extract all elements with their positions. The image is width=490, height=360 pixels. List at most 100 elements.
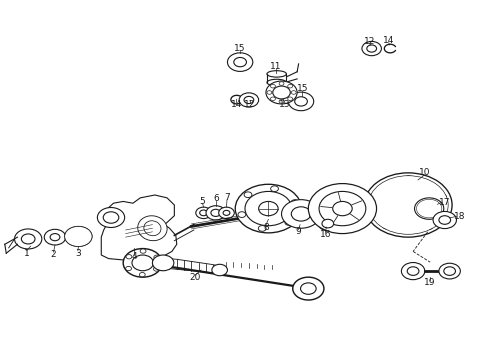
Circle shape	[258, 226, 266, 231]
Circle shape	[22, 234, 35, 244]
Circle shape	[152, 255, 174, 271]
Circle shape	[370, 193, 379, 200]
Circle shape	[288, 84, 293, 88]
Circle shape	[422, 203, 437, 214]
Text: 16: 16	[319, 230, 331, 239]
Circle shape	[244, 192, 252, 198]
Circle shape	[50, 234, 60, 241]
Circle shape	[235, 184, 301, 233]
Circle shape	[300, 283, 316, 294]
Text: 5: 5	[200, 197, 205, 206]
Text: 14: 14	[230, 100, 242, 109]
Text: 20: 20	[190, 273, 201, 282]
Circle shape	[433, 211, 457, 229]
Circle shape	[239, 93, 259, 107]
Circle shape	[273, 86, 290, 99]
Circle shape	[153, 267, 159, 271]
Circle shape	[288, 97, 293, 100]
Text: 15: 15	[234, 44, 246, 53]
Text: 15: 15	[297, 84, 308, 93]
Circle shape	[71, 231, 86, 242]
Circle shape	[333, 202, 352, 216]
Text: 12: 12	[364, 37, 375, 46]
Circle shape	[282, 200, 320, 228]
Circle shape	[291, 200, 299, 206]
Circle shape	[196, 207, 211, 219]
Circle shape	[415, 198, 444, 219]
Circle shape	[438, 194, 446, 201]
Circle shape	[362, 41, 381, 56]
Circle shape	[259, 202, 278, 216]
Text: 18: 18	[454, 212, 465, 221]
Circle shape	[139, 273, 145, 277]
Text: 2: 2	[50, 250, 56, 259]
Circle shape	[245, 192, 292, 226]
Text: 3: 3	[75, 249, 81, 258]
Circle shape	[416, 199, 442, 218]
Text: 6: 6	[213, 194, 219, 203]
Circle shape	[444, 267, 456, 275]
Circle shape	[322, 219, 334, 228]
Polygon shape	[101, 195, 177, 260]
Circle shape	[270, 84, 275, 88]
Text: 19: 19	[424, 278, 436, 287]
Circle shape	[294, 97, 307, 106]
Text: 14: 14	[383, 36, 394, 45]
Circle shape	[234, 58, 246, 67]
Ellipse shape	[65, 226, 92, 247]
Circle shape	[424, 223, 433, 230]
Circle shape	[238, 212, 246, 217]
Circle shape	[227, 53, 253, 71]
Circle shape	[270, 97, 275, 100]
Circle shape	[132, 255, 153, 271]
Ellipse shape	[138, 216, 167, 241]
Circle shape	[206, 206, 225, 220]
Circle shape	[211, 209, 220, 216]
Circle shape	[65, 226, 92, 247]
Circle shape	[401, 262, 425, 280]
Text: 12: 12	[244, 100, 256, 109]
Ellipse shape	[267, 79, 287, 86]
Circle shape	[212, 264, 227, 276]
Circle shape	[379, 184, 438, 226]
Circle shape	[407, 267, 419, 275]
Circle shape	[279, 100, 284, 103]
Circle shape	[126, 255, 132, 259]
Circle shape	[15, 229, 42, 249]
Text: 9: 9	[296, 227, 301, 236]
Circle shape	[200, 210, 207, 216]
Text: 17: 17	[439, 198, 450, 207]
Circle shape	[367, 45, 376, 52]
Circle shape	[123, 249, 162, 277]
Circle shape	[396, 196, 420, 214]
Circle shape	[365, 173, 452, 237]
Circle shape	[319, 192, 366, 226]
Circle shape	[244, 96, 254, 104]
Circle shape	[439, 263, 460, 279]
Circle shape	[219, 207, 234, 219]
Circle shape	[383, 223, 392, 229]
Ellipse shape	[144, 221, 161, 236]
Circle shape	[267, 91, 272, 94]
Circle shape	[291, 207, 311, 221]
Circle shape	[285, 220, 293, 225]
Circle shape	[44, 229, 66, 245]
Circle shape	[103, 212, 119, 223]
Circle shape	[125, 266, 131, 271]
Circle shape	[223, 210, 230, 215]
Text: 4: 4	[132, 252, 137, 261]
Text: 11: 11	[270, 62, 281, 71]
Circle shape	[308, 184, 376, 234]
Circle shape	[279, 82, 284, 85]
Circle shape	[270, 186, 278, 192]
Text: 1: 1	[24, 249, 29, 258]
Text: 13: 13	[279, 100, 291, 109]
Circle shape	[98, 207, 124, 228]
Circle shape	[439, 216, 451, 224]
Circle shape	[288, 92, 314, 111]
Circle shape	[293, 277, 324, 300]
Text: 7: 7	[224, 193, 230, 202]
Circle shape	[266, 81, 297, 104]
Circle shape	[368, 176, 448, 234]
Text: 8: 8	[263, 222, 269, 231]
